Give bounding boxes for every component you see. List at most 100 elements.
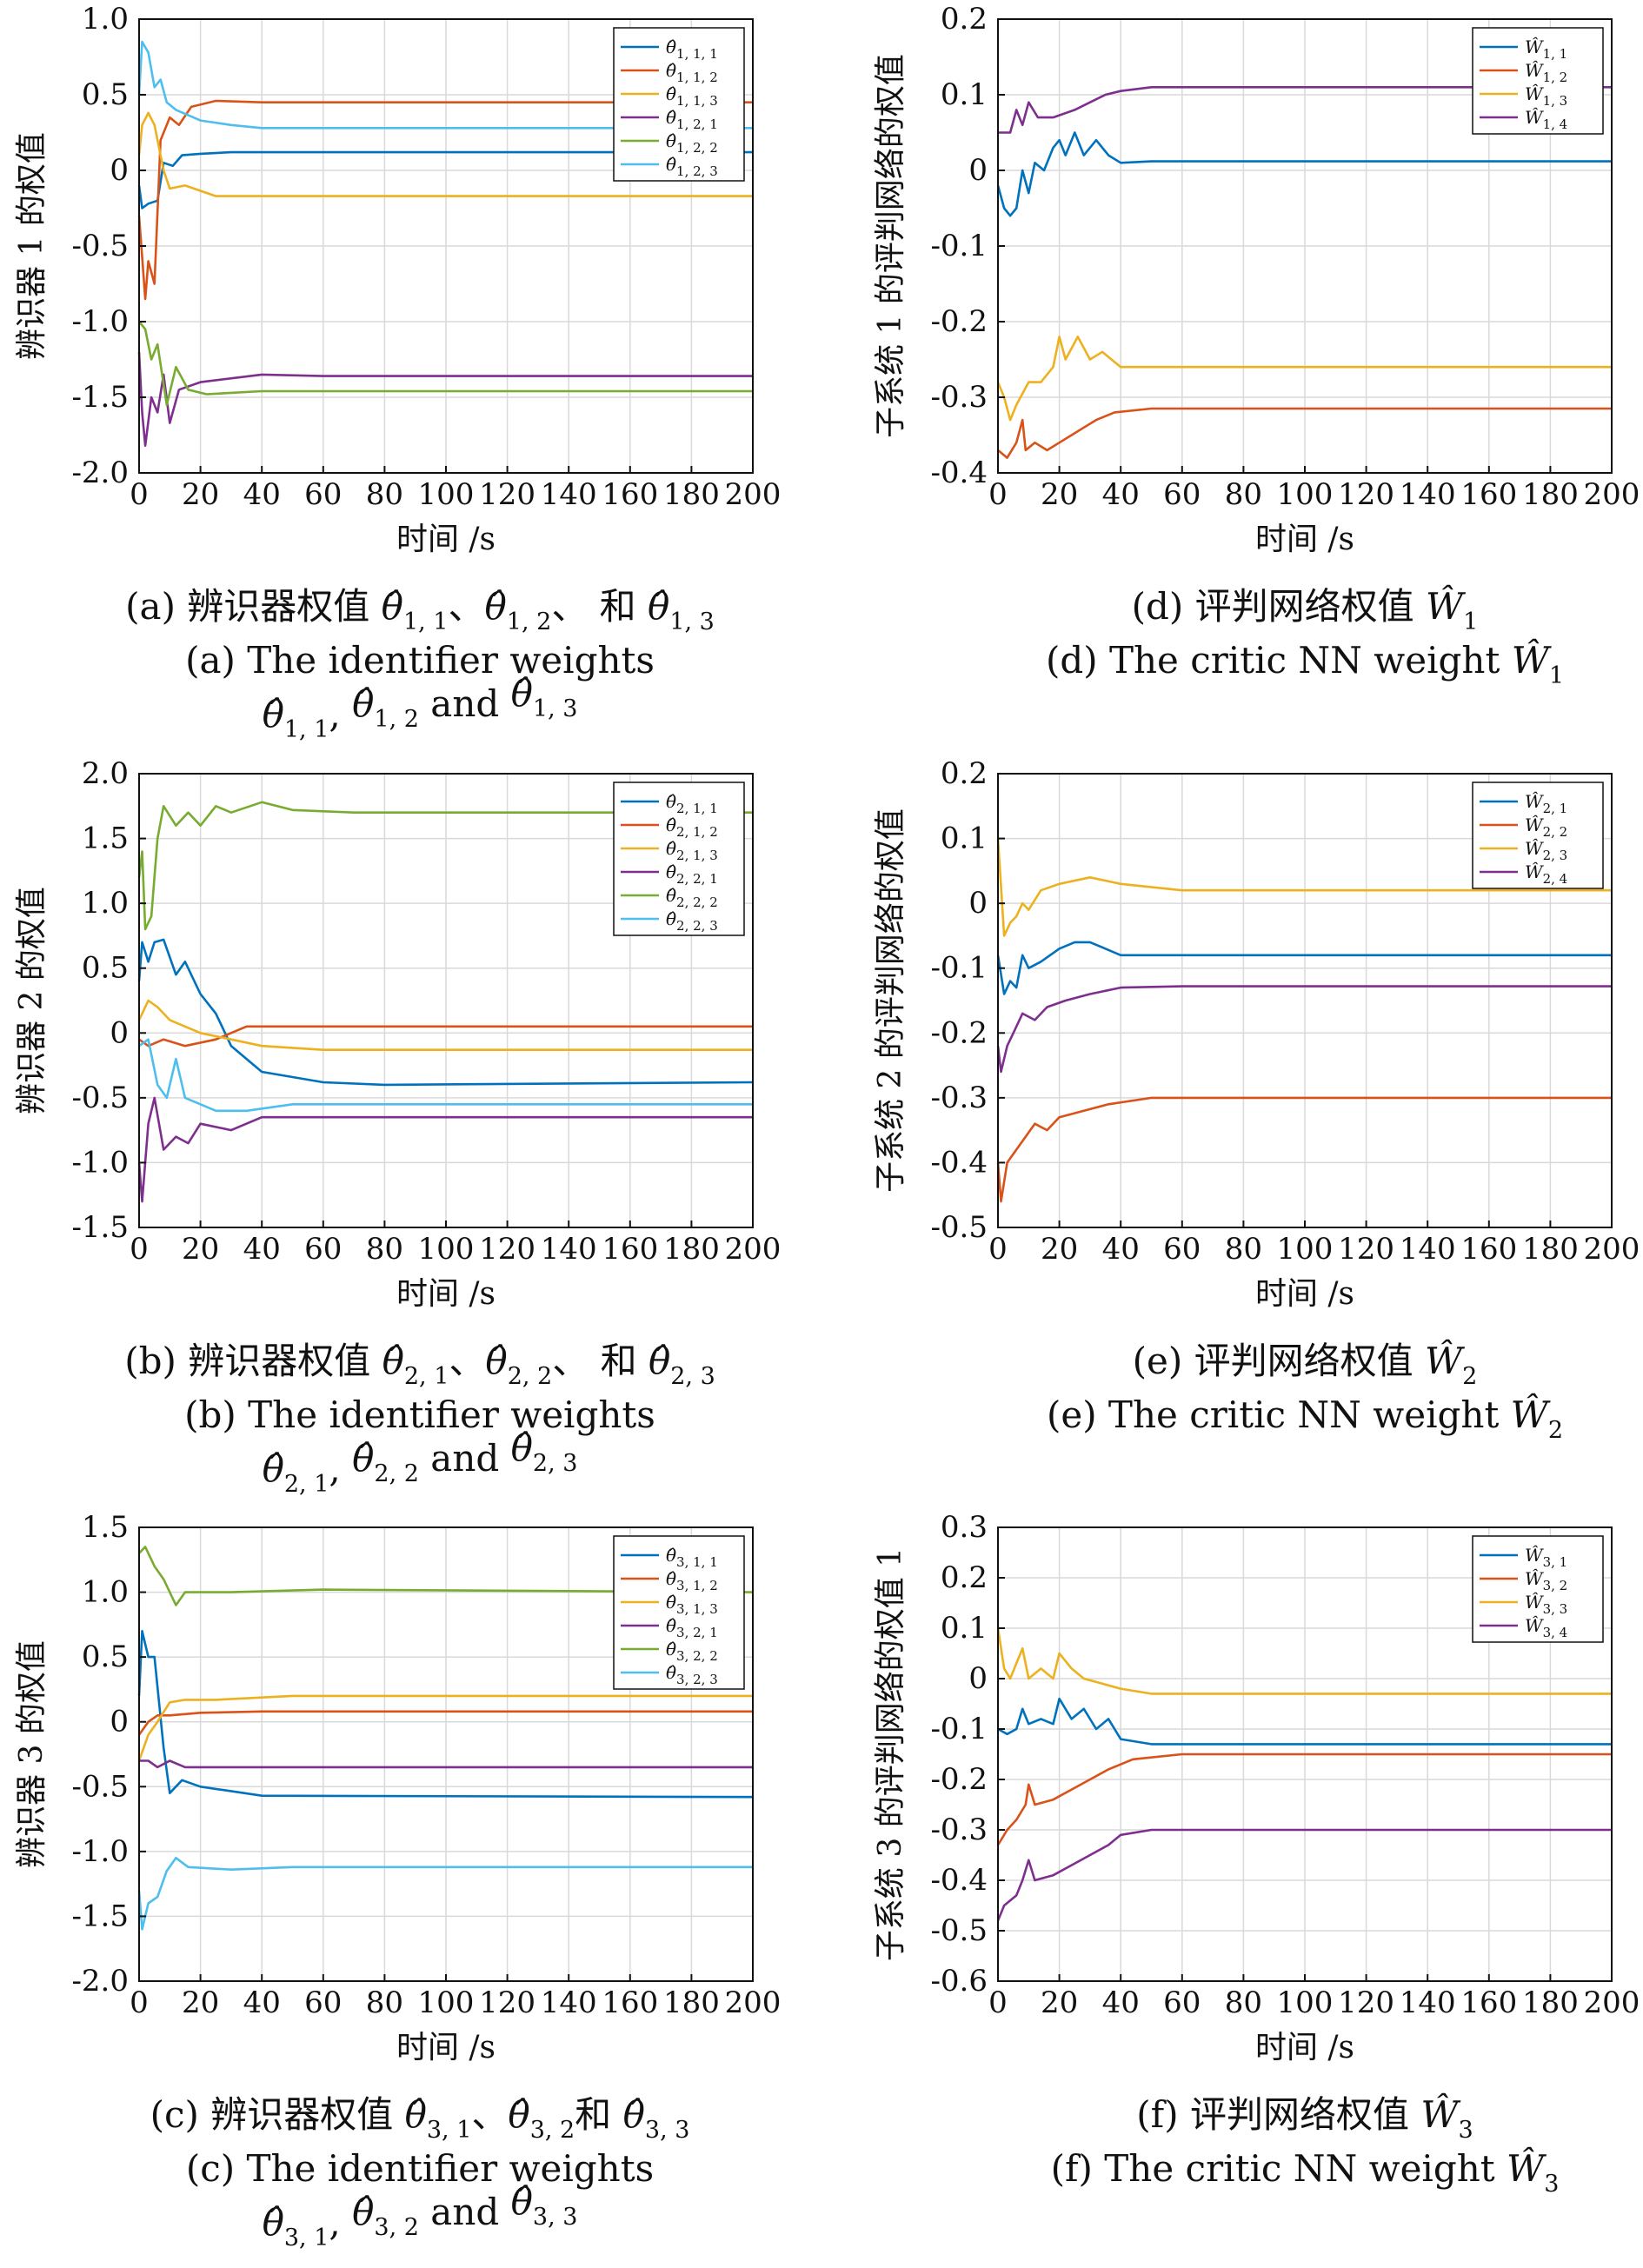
legend: θ̂2, 1, 1θ̂2, 1, 2θ̂2, 1, 3θ̂2, 2, 1θ̂2,…: [613, 781, 745, 936]
x-tick-label: 160: [602, 1232, 658, 1267]
y-axis-label: 子系统 2 的评判网络的权值: [873, 808, 908, 1193]
y-tick-label: 0.5: [82, 951, 129, 986]
x-tick-label: 200: [725, 1985, 782, 2020]
text-span: 3, 1: [427, 2117, 472, 2144]
legend-entry: θ̂2, 2, 3: [666, 908, 718, 934]
x-tick-label: 160: [1460, 1985, 1517, 2020]
x-tick-label: 100: [418, 477, 475, 512]
text-span: θ̂: [352, 682, 374, 725]
x-tick-label: 120: [479, 1985, 535, 2020]
text-span: 1: [1549, 662, 1564, 689]
series-line-4: [139, 1759, 753, 1769]
x-tick-label: 80: [1225, 477, 1262, 512]
text-span: 1, 1, 2: [676, 70, 718, 85]
text-span: 1: [1463, 609, 1478, 635]
y-tick-label: 0: [110, 1705, 129, 1739]
text-span: 1, 2, 1: [676, 116, 718, 132]
y-tick-label: 1.0: [82, 1575, 129, 1610]
text-span: (a) 辨识器权值: [125, 585, 382, 628]
caption-en: (f) The critic NN weight Ŵ3: [1051, 2146, 1560, 2198]
caption-en: (e) The critic NN weight Ŵ2: [1047, 1393, 1563, 1444]
legend-box: [613, 1535, 745, 1690]
x-tick-label: 140: [1400, 1232, 1456, 1267]
legend-entry: θ̂1, 1, 2: [666, 60, 718, 85]
y-tick-label: -1.5: [71, 1899, 129, 1933]
series-line-3: [137, 999, 753, 1051]
y-tick-label: -0.5: [71, 1769, 129, 1804]
series-line-1: [996, 941, 1612, 995]
text-span: 、 和: [551, 585, 648, 628]
y-tick-label: 0: [110, 1015, 129, 1050]
x-tick-label: 180: [663, 477, 720, 512]
text-span: Ŵ: [1525, 815, 1544, 835]
text-span: θ̂: [666, 908, 676, 929]
legend-entry: θ̂1, 1, 1: [666, 37, 718, 62]
x-tick-label: 180: [1522, 1232, 1579, 1267]
y-axis-label: 辨识器 1 的权值: [14, 132, 50, 360]
legend-entry: Ŵ1, 1: [1525, 37, 1567, 62]
text-span: (c) 辨识器权值: [150, 2093, 405, 2136]
y-axis-label: 辨识器 2 的权值: [14, 887, 50, 1114]
y-tick-label: 1.0: [82, 886, 129, 921]
y-tick-label: -1.5: [71, 380, 129, 415]
x-tick-label: 120: [1338, 477, 1394, 512]
y-tick-label: 0: [968, 1661, 988, 1696]
x-tick-label: 180: [663, 1232, 720, 1267]
x-axis-label: 时间 /s: [396, 1276, 496, 1312]
y-tick-label: -0.4: [930, 1863, 988, 1898]
text-span: θ̂: [352, 2191, 374, 2233]
text-span: Ŵ: [1525, 107, 1544, 128]
legend-entry: θ̂2, 1, 2: [666, 815, 718, 840]
x-tick-label: 200: [725, 477, 782, 512]
caption-en: (d) The critic NN weight Ŵ1: [1046, 638, 1564, 689]
y-tick-label: -0.2: [930, 1015, 988, 1050]
x-tick-label: 40: [243, 1985, 281, 2020]
legend-entry: θ̂3, 2, 1: [666, 1615, 718, 1640]
text-span: and: [419, 682, 511, 725]
text-span: θ̂: [263, 693, 284, 735]
text-span: 3: [1544, 2171, 1559, 2198]
x-tick-label: 0: [988, 477, 1008, 512]
caption-en-line1: (b) The identifier weights: [184, 1393, 655, 1436]
text-span: θ̂: [666, 1639, 676, 1659]
text-span: θ̂: [485, 1340, 507, 1382]
series-line-2: [996, 1096, 1612, 1203]
text-span: 、: [471, 2093, 508, 2136]
text-span: 1, 3: [533, 695, 578, 722]
y-tick-label: 2.0: [82, 756, 129, 791]
text-span: 2, 2: [508, 1363, 553, 1390]
x-tick-label: 20: [1041, 477, 1078, 512]
text-span: θ̂: [666, 60, 676, 81]
series-line-3: [996, 336, 1612, 422]
x-tick-label: 20: [182, 1232, 219, 1267]
text-span: 3, 1: [284, 2225, 329, 2251]
text-span: 2, 1: [1543, 801, 1568, 816]
x-tick-label: 180: [1522, 1985, 1579, 2020]
legend-entry: θ̂3, 1, 1: [666, 1545, 718, 1570]
x-tick-label: 80: [1225, 1232, 1262, 1267]
text-span: θ̂: [666, 83, 676, 104]
text-span: 3, 3: [1543, 1601, 1568, 1617]
y-tick-label: -2.0: [71, 1964, 129, 1999]
text-span: (f) The critic NN weight: [1051, 2147, 1507, 2190]
y-tick-label: -0.5: [71, 1081, 129, 1115]
x-tick-label: 40: [243, 1232, 281, 1267]
text-span: θ̂: [511, 672, 533, 715]
text-span: θ̂: [511, 2180, 533, 2223]
x-tick-label: 0: [988, 1232, 1008, 1267]
text-span: 1, 4: [1543, 116, 1568, 132]
legend-box: [1472, 1535, 1604, 1643]
x-tick-label: 80: [1225, 1985, 1262, 2020]
text-span: 3, 1, 2: [676, 1578, 718, 1593]
x-tick-label: 20: [1041, 1985, 1078, 2020]
text-span: Ŵ: [1512, 638, 1553, 682]
y-tick-label: 0.5: [82, 77, 129, 112]
text-span: 2, 1: [404, 1363, 449, 1390]
y-tick-label: -0.2: [930, 304, 988, 339]
text-span: 、: [449, 1340, 485, 1382]
x-tick-label: 140: [1400, 1985, 1456, 2020]
text-span: θ̂: [666, 1545, 676, 1566]
series-line-4: [996, 1828, 1612, 1921]
text-span: Ŵ: [1525, 838, 1544, 859]
y-tick-label: -0.5: [930, 1913, 988, 1948]
